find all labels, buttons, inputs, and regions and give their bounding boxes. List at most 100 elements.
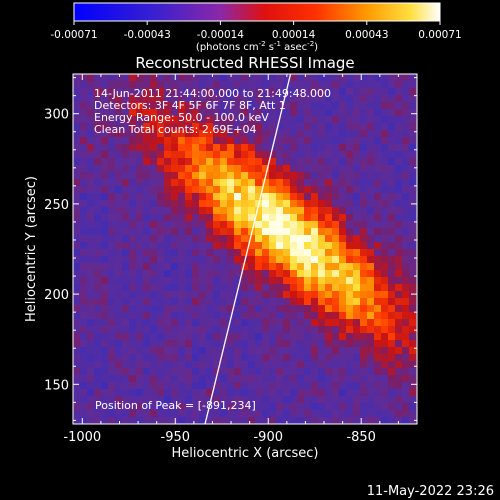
heatmap-cell — [206, 333, 214, 341]
heatmap-cell — [374, 333, 382, 341]
heatmap-cell — [325, 354, 333, 362]
heatmap-cell — [269, 88, 277, 96]
heatmap-cell — [129, 354, 137, 362]
heatmap-cell — [353, 109, 361, 117]
heatmap-cell — [332, 193, 340, 201]
heatmap-cell — [234, 228, 242, 236]
heatmap-cell — [248, 291, 256, 299]
heatmap-cell — [206, 319, 214, 327]
heatmap-cell — [262, 95, 270, 103]
heatmap-cell — [360, 249, 368, 257]
y-tick-label: 300 — [44, 108, 69, 123]
heatmap-cell — [297, 228, 305, 236]
heatmap-cell — [213, 333, 221, 341]
heatmap-cell — [227, 333, 235, 341]
heatmap-cell — [234, 256, 242, 264]
heatmap-cell — [227, 396, 235, 404]
heatmap-cell — [80, 326, 88, 334]
heatmap-cell — [381, 158, 389, 166]
heatmap-cell — [115, 340, 123, 348]
heatmap-cell — [143, 158, 151, 166]
heatmap-cell — [388, 368, 396, 376]
heatmap-cell — [213, 396, 221, 404]
heatmap-cell — [241, 228, 249, 236]
heatmap-cell — [87, 151, 95, 159]
heatmap-cell — [80, 130, 88, 138]
heatmap-cell — [283, 74, 291, 82]
heatmap-cell — [87, 207, 95, 215]
heatmap-cell — [157, 179, 165, 187]
heatmap-cell — [185, 74, 193, 82]
heatmap-cell — [297, 382, 305, 390]
heatmap-cell — [80, 81, 88, 89]
heatmap-cell — [199, 214, 207, 222]
heatmap-cell — [213, 221, 221, 229]
heatmap-cell — [178, 410, 186, 418]
heatmap-cell — [395, 235, 403, 243]
heatmap-cell — [220, 249, 228, 257]
heatmap-cell — [220, 102, 228, 110]
heatmap-cell — [318, 410, 326, 418]
heatmap-cell — [332, 81, 340, 89]
heatmap-cell — [325, 123, 333, 131]
heatmap-cell — [318, 81, 326, 89]
heatmap-cell — [388, 312, 396, 320]
heatmap-cell — [304, 368, 312, 376]
heatmap-cell — [311, 319, 319, 327]
heatmap-cell — [409, 326, 417, 334]
heatmap-cell — [122, 235, 130, 243]
heatmap-cell — [94, 396, 102, 404]
heatmap-cell — [87, 193, 95, 201]
heatmap-cell — [374, 242, 382, 250]
heatmap-cell — [199, 291, 207, 299]
heatmap-cell — [304, 165, 312, 173]
heatmap-cell — [80, 361, 88, 369]
heatmap-cell — [269, 361, 277, 369]
heatmap-cell — [339, 165, 347, 173]
heatmap-cell — [80, 221, 88, 229]
heatmap-cell — [227, 193, 235, 201]
heatmap-cell — [276, 291, 284, 299]
heatmap-cell — [395, 158, 403, 166]
heatmap-cell — [129, 277, 137, 285]
heatmap-cell — [143, 165, 151, 173]
heatmap-cell — [73, 249, 81, 257]
heatmap-cell — [395, 340, 403, 348]
heatmap-cell — [367, 130, 375, 138]
heatmap-cell — [269, 277, 277, 285]
heatmap-cell — [171, 109, 179, 117]
heatmap-cell — [346, 305, 354, 313]
heatmap-cell — [409, 81, 417, 89]
heatmap-cell — [122, 305, 130, 313]
heatmap-cell — [374, 396, 382, 404]
heatmap-cell — [136, 137, 144, 145]
heatmap-cell — [227, 263, 235, 271]
heatmap-cell — [367, 123, 375, 131]
heatmap-cell — [122, 340, 130, 348]
heatmap-cell — [325, 249, 333, 257]
heatmap-cell — [220, 200, 228, 208]
heatmap-cell — [220, 347, 228, 355]
heatmap-cell — [325, 403, 333, 411]
heatmap-cell — [87, 347, 95, 355]
heatmap-cell — [318, 298, 326, 306]
heatmap-cell — [339, 109, 347, 117]
heatmap-cell — [367, 165, 375, 173]
heatmap-cell — [255, 277, 263, 285]
heatmap-cell — [115, 130, 123, 138]
heatmap-cell — [122, 158, 130, 166]
heatmap-cell — [108, 326, 116, 334]
heatmap-cell — [381, 368, 389, 376]
heatmap-cell — [241, 382, 249, 390]
heatmap-cell — [150, 270, 158, 278]
heatmap-cell — [248, 172, 256, 180]
heatmap-cell — [94, 375, 102, 383]
heatmap-cell — [164, 179, 172, 187]
heatmap-cell — [73, 277, 81, 285]
heatmap-cell — [262, 249, 270, 257]
heatmap-cell — [199, 389, 207, 397]
heatmap-cell — [332, 144, 340, 152]
heatmap-cell — [339, 319, 347, 327]
heatmap-cell — [129, 319, 137, 327]
heatmap-cell — [115, 186, 123, 194]
